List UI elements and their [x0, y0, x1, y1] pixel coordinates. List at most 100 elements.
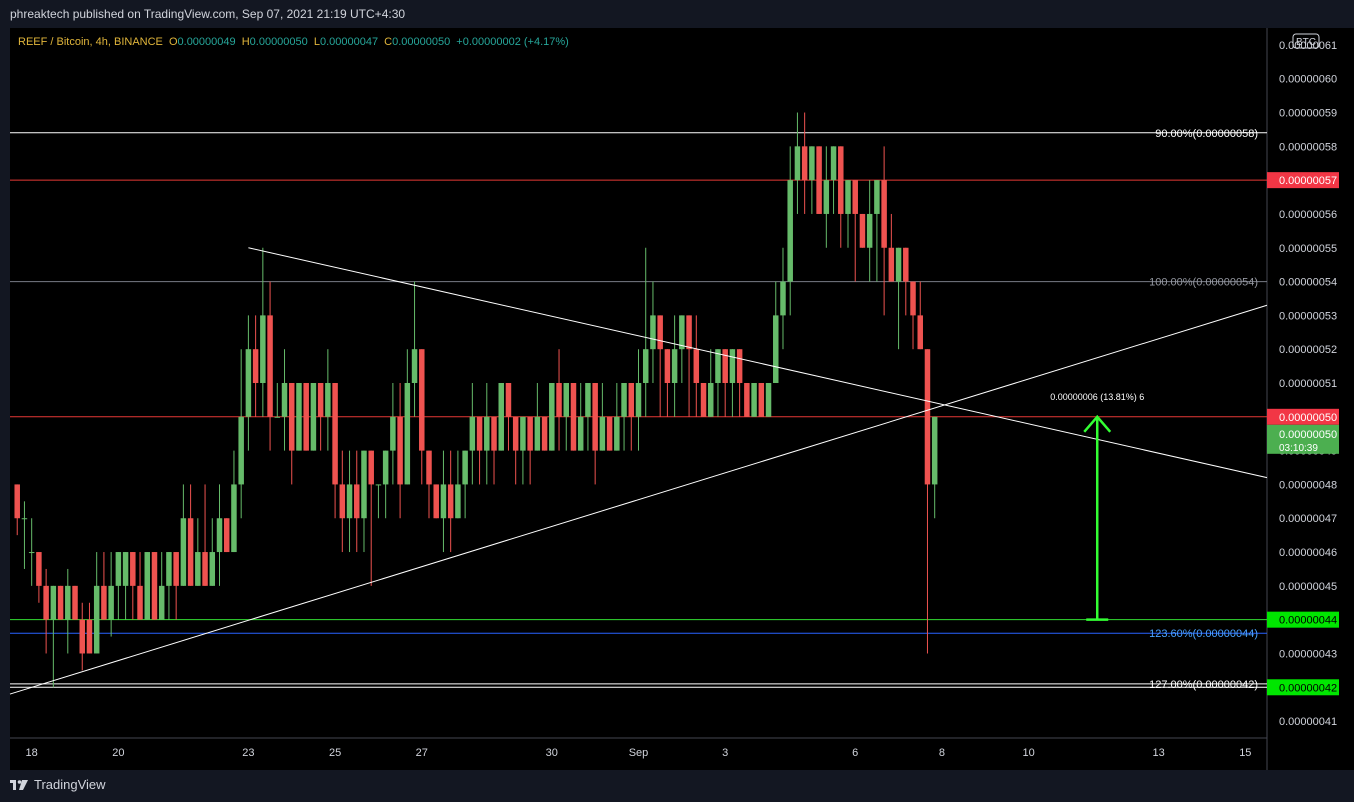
candle-body: [686, 315, 692, 350]
candle-body: [209, 552, 216, 586]
candle-body: [650, 315, 656, 350]
y-tick-label: 0.00000060: [1279, 74, 1337, 86]
candle-body: [903, 247, 909, 282]
tradingview-logo-icon: [10, 779, 28, 790]
candle-body: [130, 552, 136, 586]
y-tick-label: 0.00000053: [1279, 310, 1337, 322]
candle-body: [354, 484, 360, 519]
candle-body: [440, 484, 447, 519]
publish-bar: phreaktech published on TradingView.com,…: [0, 0, 1354, 28]
legend-change: +0.00000002 (+4.17%): [456, 36, 569, 48]
candle-body: [267, 315, 273, 417]
candle-body: [281, 383, 288, 417]
candle-body: [65, 585, 71, 620]
candle-body: [122, 552, 129, 586]
candle-body: [801, 146, 808, 181]
candle-body: [390, 416, 396, 451]
candle-body: [512, 416, 519, 451]
candle-body: [505, 383, 512, 417]
measure-label: 0.00000006 (13.81%) 6: [1050, 392, 1144, 402]
candle-body: [382, 450, 389, 485]
candle-body: [223, 518, 230, 553]
x-tick-label: 3: [722, 747, 728, 759]
candle-body: [332, 383, 338, 485]
candle-body: [845, 180, 851, 214]
y-tick-label: 0.00000058: [1279, 141, 1337, 153]
candle-body: [585, 383, 591, 417]
candle-body: [614, 416, 620, 451]
trendline: [9, 304, 1268, 695]
y-tick-label: 0.00000059: [1279, 108, 1337, 120]
candle-body: [180, 518, 187, 586]
candle-body: [549, 383, 555, 451]
tradingview-brand: TradingView: [34, 777, 106, 792]
y-tick-label: 0.00000056: [1279, 209, 1337, 221]
candle-body: [722, 349, 728, 383]
candle-body: [520, 416, 526, 451]
legend-open-value: 0.00000049: [177, 36, 236, 48]
price-badge: [1267, 611, 1339, 628]
candle-body: [325, 383, 331, 417]
x-tick-label: 18: [26, 747, 38, 759]
candle-body: [404, 383, 411, 485]
price-badge-label: 0.00000050: [1279, 412, 1337, 424]
fib-level-label: 100.00%(0.00000054): [1149, 277, 1258, 289]
price-badge: [1267, 172, 1339, 189]
candle-body: [288, 383, 295, 451]
candle-body: [816, 146, 822, 214]
candle-body: [917, 315, 923, 350]
y-tick-label: 0.00000046: [1279, 547, 1337, 559]
fib-level-label: 123.60%(0.00000044): [1149, 628, 1258, 640]
candle-body: [303, 383, 309, 451]
candle-body: [28, 552, 35, 554]
candle-body: [101, 585, 107, 620]
candle-body: [700, 383, 707, 417]
tradingview-logo[interactable]: TradingView: [10, 777, 106, 792]
candle-body: [823, 180, 830, 214]
candle-body: [895, 247, 902, 282]
candle-body: [433, 484, 439, 519]
candle-body: [787, 180, 793, 282]
candle-body: [794, 146, 801, 181]
candle-body: [780, 281, 786, 316]
candle-body: [21, 518, 28, 520]
candle-body: [476, 416, 483, 451]
candle-body: [642, 349, 649, 383]
candle-body: [736, 349, 743, 383]
candle-body: [339, 484, 346, 519]
candle-body: [888, 247, 895, 282]
candle-body: [628, 383, 635, 417]
candle-body: [498, 383, 504, 451]
price-badge: [1267, 679, 1339, 696]
candle-body: [375, 484, 382, 486]
x-tick-label: 15: [1239, 747, 1251, 759]
time-axis: [10, 738, 1267, 770]
candle-body: [419, 349, 425, 451]
price-badge-label: 0.00000057: [1279, 175, 1337, 187]
measure-arrowhead: [1083, 414, 1112, 433]
y-tick-label: 0.00000047: [1279, 513, 1337, 525]
candle-body: [859, 213, 866, 248]
candle-body: [556, 383, 562, 417]
candle-body: [310, 383, 317, 451]
last-price-badge: [1267, 424, 1339, 454]
candle-body: [447, 484, 454, 519]
candle-body: [137, 585, 143, 620]
candle-body: [252, 349, 259, 383]
publish-info: phreaktech published on TradingView.com,…: [10, 7, 406, 21]
candle-body: [346, 484, 353, 519]
candle-body: [57, 585, 64, 620]
candle-body: [43, 585, 49, 620]
candle-body: [606, 416, 613, 451]
candle-body: [621, 383, 627, 417]
candle-body: [910, 281, 916, 316]
candle-body: [657, 315, 663, 350]
fib-level-label: 127.00%(0.00000042): [1149, 679, 1258, 691]
candle-body: [317, 383, 324, 417]
legend-low-value: 0.00000047: [319, 36, 379, 48]
candle-body: [577, 416, 584, 451]
x-tick-label: 27: [416, 747, 428, 759]
candle-body: [809, 146, 815, 181]
y-tick-label: 0.00000055: [1279, 243, 1337, 255]
